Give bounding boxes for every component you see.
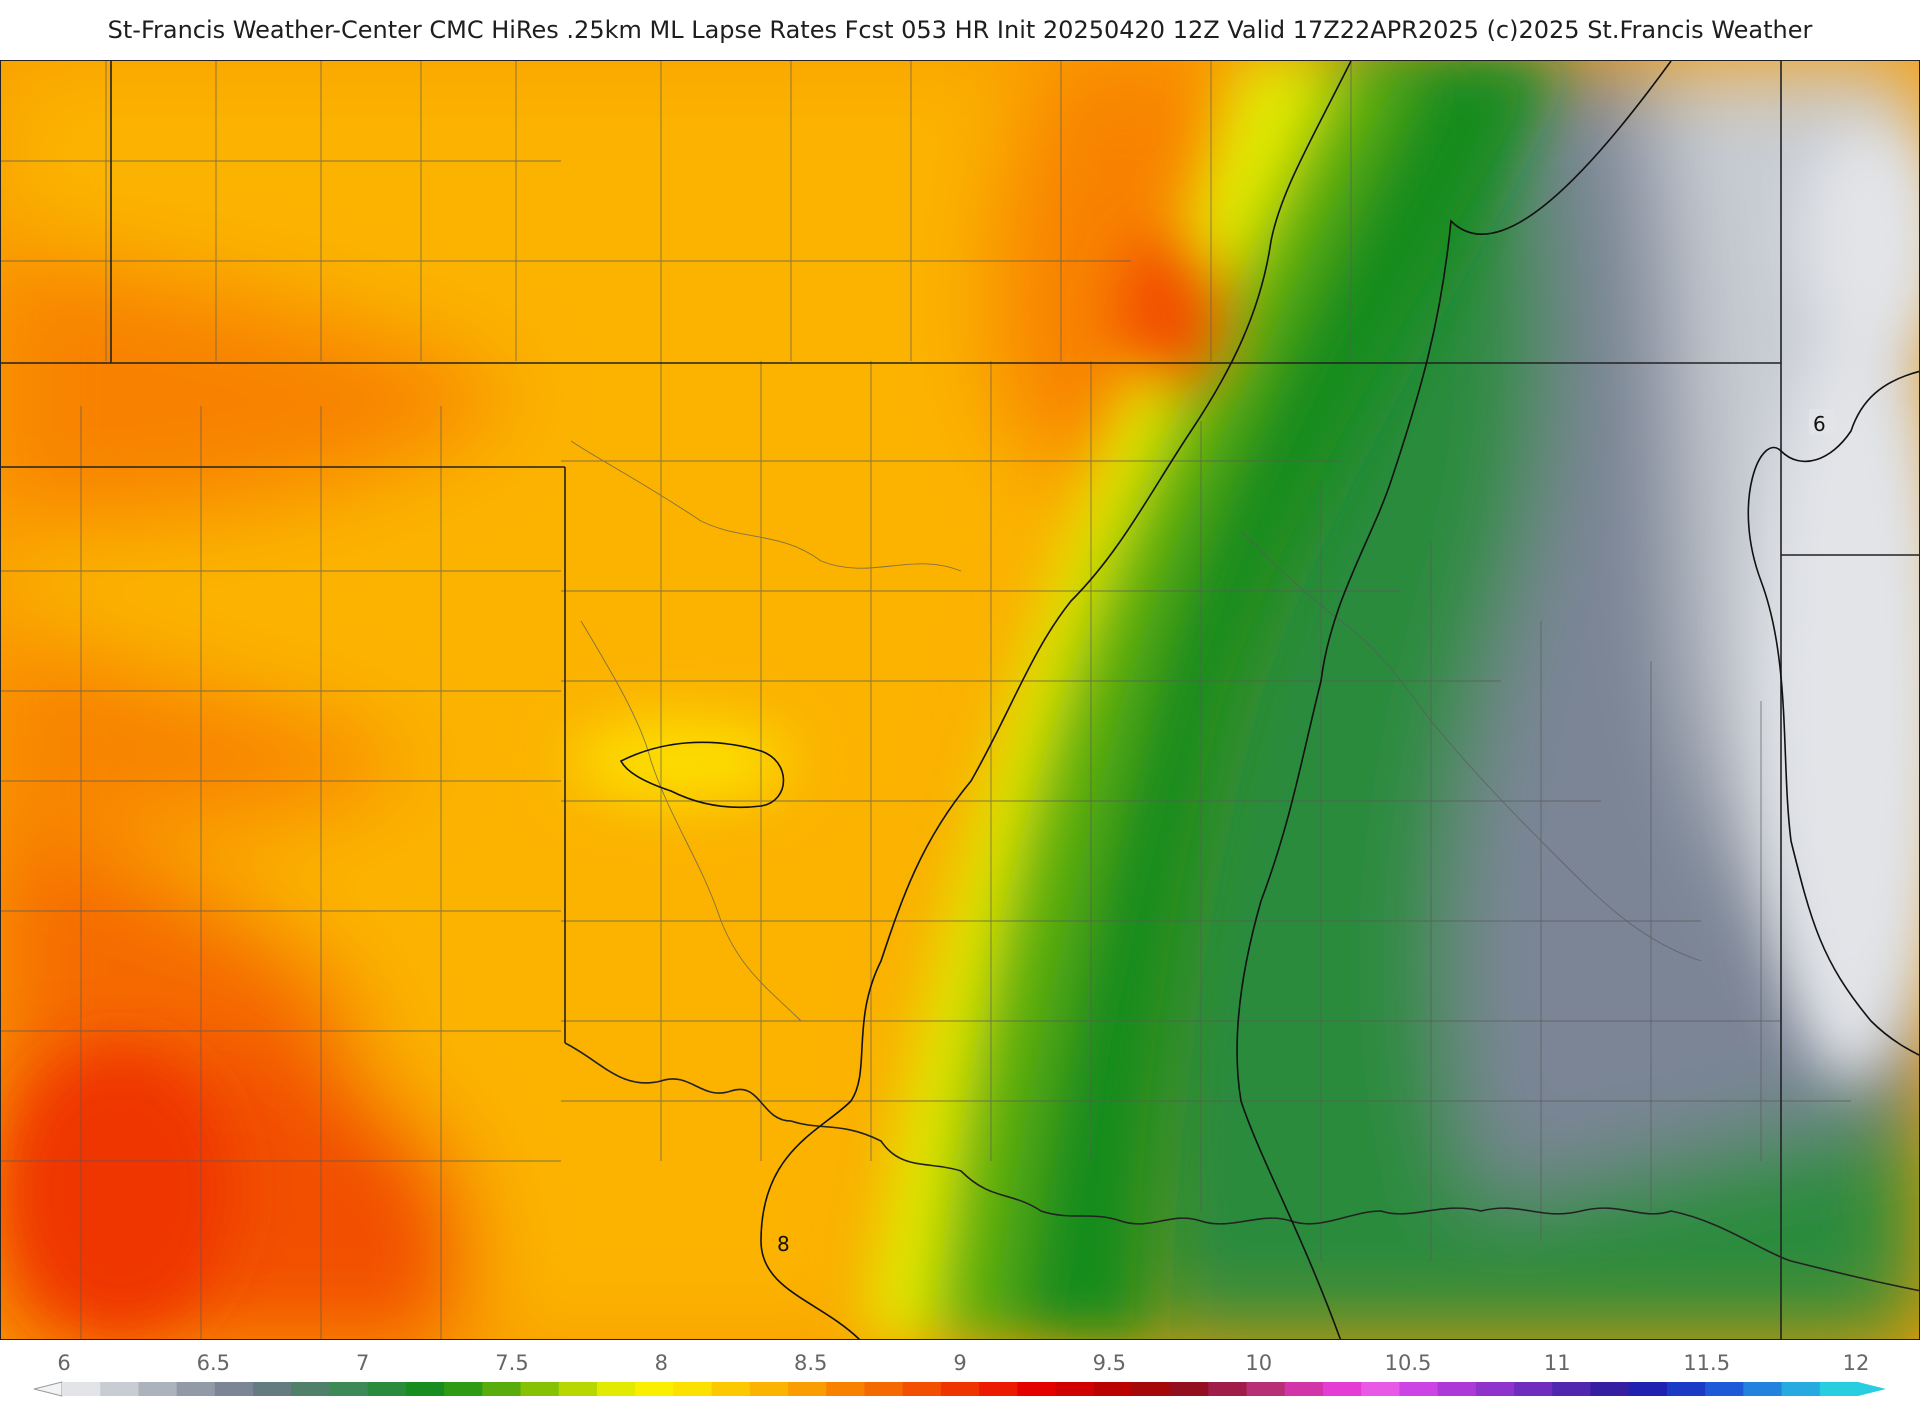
legend-tick-label: 6.5 (197, 1351, 230, 1375)
legend-swatch (1131, 1382, 1171, 1396)
color-fill-field (1, 61, 1919, 1339)
legend-swatch (864, 1382, 904, 1396)
legend-swatch (788, 1382, 827, 1396)
legend-swatch (1743, 1382, 1783, 1396)
legend-tick-label: 11.5 (1683, 1351, 1730, 1375)
legend-swatch (673, 1382, 713, 1396)
weather-map[interactable]: 6 8 (0, 60, 1920, 1340)
legend-swatch (1475, 1382, 1515, 1396)
contour-line-6 (1747, 370, 1919, 1056)
legend-arrow-high (1858, 1382, 1886, 1396)
legend-tick-label: 7 (356, 1351, 369, 1375)
legend-swatch (979, 1382, 1018, 1396)
legend-swatch (444, 1382, 483, 1396)
legend-swatch (826, 1382, 866, 1396)
legend-tick-label: 10.5 (1385, 1351, 1432, 1375)
legend-tick-label: 9 (953, 1351, 966, 1375)
legend-swatch (138, 1382, 178, 1396)
legend-swatch (749, 1382, 789, 1396)
contour-label-8: 8 (777, 1232, 790, 1256)
legend-swatch (1323, 1382, 1362, 1396)
legend-tick-label: 10 (1245, 1351, 1272, 1375)
legend-tick-label: 7.5 (495, 1351, 528, 1375)
legend-colorbar: 6 6.5 7 7.5 8 8.5 9 9.5 10 10.5 11 11.5 12 (33, 1351, 1886, 1397)
state-boundaries (1, 61, 1919, 1339)
legend-swatch (1781, 1382, 1821, 1396)
legend-swatch (1246, 1382, 1286, 1396)
legend-tick-label: 9.5 (1093, 1351, 1126, 1375)
legend-swatch (1628, 1382, 1668, 1396)
lapse-rate-field: 6 8 (1, 61, 1919, 1339)
legend-swatch (253, 1382, 292, 1396)
legend-swatch (1705, 1382, 1744, 1396)
county-boundaries (1, 61, 1851, 1339)
legend-swatch (405, 1382, 445, 1396)
legend-swatch (520, 1382, 560, 1396)
legend-swatch (1590, 1382, 1630, 1396)
legend-swatch (1552, 1382, 1592, 1396)
legend-swatch (558, 1382, 598, 1396)
legend-swatch (902, 1382, 942, 1396)
contour-line-9 (1236, 61, 1672, 1339)
legend-swatch (1170, 1382, 1209, 1396)
legend-swatch (367, 1382, 407, 1396)
contour-labels: 6 8 (773, 409, 1835, 1257)
legend-swatch (62, 1382, 101, 1396)
legend-swatch (1399, 1382, 1439, 1396)
legend-tick-label: 8.5 (794, 1351, 827, 1375)
legend-swatch (1437, 1382, 1477, 1396)
legend-swatch (482, 1382, 522, 1396)
contour-line-8 (760, 61, 1352, 1339)
legend-swatch (329, 1382, 369, 1396)
legend-swatch (100, 1382, 140, 1396)
legend-swatch (1666, 1382, 1706, 1396)
legend-arrow-low (33, 1381, 63, 1397)
map-title: St-Francis Weather-Center CMC HiRes .25k… (107, 16, 1813, 44)
legend-swatch (1284, 1382, 1324, 1396)
legend-swatch (176, 1382, 216, 1396)
legend-swatch (1017, 1382, 1057, 1396)
legend-tick-label: 11 (1544, 1351, 1571, 1375)
legend-swatch (711, 1382, 751, 1396)
legend-swatch (1819, 1382, 1859, 1396)
legend-swatch (1514, 1382, 1553, 1396)
legend-swatch (1208, 1382, 1248, 1396)
legend-tick-label: 8 (655, 1351, 668, 1375)
legend-swatch (635, 1382, 674, 1396)
legend-tick-label: 6 (57, 1351, 70, 1375)
legend-swatch (940, 1382, 980, 1396)
legend-swatch (1093, 1382, 1133, 1396)
contour-lines (619, 61, 1919, 1339)
contour-line-8-closed (619, 741, 785, 809)
legend-swatch (596, 1382, 636, 1396)
contour-label-6: 6 (1813, 412, 1826, 436)
legend-swatch (291, 1382, 331, 1396)
legend-swatch (1361, 1382, 1401, 1396)
legend-tick-label: 12 (1843, 1351, 1870, 1375)
legend-swatch (1055, 1382, 1095, 1396)
color-legend: 6 6.5 7 7.5 8 8.5 9 9.5 10 10.5 11 11.5 12 (0, 1340, 1920, 1400)
legend-swatch (214, 1382, 254, 1396)
